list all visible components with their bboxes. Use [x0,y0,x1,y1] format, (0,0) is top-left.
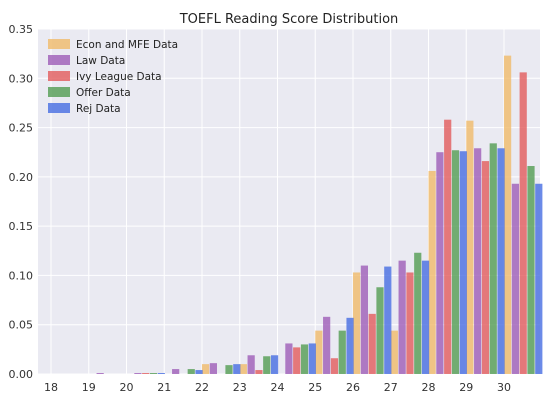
y-tick-label: 0.30 [9,72,34,85]
bar-ivy-league-data-29 [481,161,490,374]
bar-rej-data-22 [233,364,241,374]
bar-law-data-20 [134,373,142,374]
y-tick-label: 0.35 [9,23,34,36]
bar-law-data-27 [398,260,406,374]
bar-law-data-19 [96,373,104,374]
bar-rej-data-21 [195,370,203,374]
bar-offer-data-25 [338,330,346,374]
bar-law-data-25 [323,316,331,374]
legend-swatch [48,55,70,65]
x-tick-label: 30 [497,381,511,394]
bar-offer-data-27 [414,252,422,374]
legend-label: Law Data [76,55,125,67]
bar-econ-and-mfe-data-25 [315,330,323,374]
bar-offer-data-29 [489,143,497,374]
x-tick-label: 23 [233,381,247,394]
y-tick-label: 0.10 [9,269,34,282]
x-tick-label: 24 [271,381,285,394]
bar-ivy-league-data-26 [368,313,376,374]
x-tick-label: 18 [44,381,58,394]
bar-law-data-23 [247,355,255,374]
x-tick-label: 20 [120,381,134,394]
bar-econ-and-mfe-data-22 [202,364,210,374]
bar-ivy-league-data-27 [406,272,414,374]
x-axis-ticks: 18 19 20 21 22 23 24 25 26 27 28 29 30 [44,381,511,394]
legend-swatch [48,103,70,113]
bar-rej-data-30 [535,183,543,374]
bar-ivy-league-data-25 [330,358,339,374]
bar-ivy-league-data-30 [519,72,527,374]
legend-swatch [48,71,70,81]
bar-rej-data-29 [497,148,505,374]
y-axis-ticks: 0.00 0.05 0.10 0.15 0.20 0.25 0.30 0.35 [9,23,34,381]
bar-rej-data-27 [421,260,430,374]
bar-ivy-league-data-28 [444,119,452,374]
bar-econ-and-mfe-data-30 [504,55,512,374]
bar-offer-data-28 [451,150,460,374]
bar-rej-data-26 [384,266,392,374]
legend-label: Offer Data [76,87,131,99]
x-tick-label: 26 [346,381,360,394]
x-tick-label: 27 [384,381,398,394]
y-tick-label: 0.05 [9,319,34,332]
bar-law-data-21 [172,369,180,374]
legend-swatch [48,39,70,49]
x-tick-label: 29 [459,381,473,394]
legend: Econ and MFE Data Law Data Ivy League Data… [48,39,178,115]
bar-econ-and-mfe-data-23 [239,364,247,374]
bar-offer-data-20 [149,373,158,374]
x-tick-label: 22 [195,381,209,394]
legend-swatch [48,87,70,97]
bar-econ-and-mfe-data-29 [466,120,474,375]
bar-ivy-league-data-23 [255,370,263,374]
x-tick-label: 21 [157,381,171,394]
y-tick-label: 0.25 [9,122,34,135]
bar-rej-data-20 [157,373,165,374]
bar-econ-and-mfe-data-28 [428,170,436,374]
bar-offer-data-30 [527,166,535,374]
y-tick-label: 0.20 [9,171,34,184]
chart-title: TOEFL Reading Score Distribution [179,12,399,27]
bar-offer-data-24 [300,344,309,374]
legend-label: Econ and MFE Data [76,39,178,51]
bar-rej-data-28 [459,151,467,374]
bar-ivy-league-data-24 [293,347,301,374]
legend-label: Ivy League Data [76,71,162,83]
bar-rej-data-25 [346,317,354,374]
bars [96,55,543,375]
x-tick-label: 19 [82,381,96,394]
y-tick-label: 0.15 [9,220,34,233]
bar-offer-data-22 [225,365,233,374]
bar-rej-data-23 [270,355,279,374]
x-tick-label: 28 [422,381,436,394]
y-tick-label: 0.00 [9,368,34,381]
bar-law-data-30 [511,183,519,374]
bar-rej-data-24 [308,343,316,374]
bar-econ-and-mfe-data-26 [353,272,361,374]
bar-ivy-league-data-20 [142,373,150,374]
bar-law-data-24 [285,343,293,374]
bar-law-data-22 [209,363,217,374]
legend-label: Rej Data [76,103,121,115]
bar-econ-and-mfe-data-27 [390,330,398,374]
bar-offer-data-21 [187,369,195,374]
bar-law-data-26 [360,265,368,374]
bar-law-data-29 [474,148,482,374]
bar-law-data-28 [436,152,444,374]
bar-offer-data-26 [376,287,384,374]
bar-offer-data-23 [263,356,271,374]
x-tick-label: 25 [308,381,322,394]
